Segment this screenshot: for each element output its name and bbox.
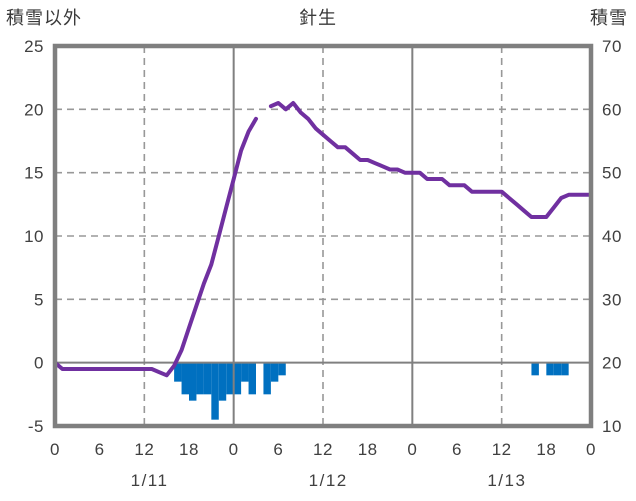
solid-axis-lines — [55, 46, 591, 426]
x-axis-tick-label: 0 — [407, 440, 417, 459]
x-axis-date-label: 1/12 — [309, 471, 348, 490]
left-axis-tick-label: 10 — [24, 227, 44, 246]
bar — [270, 362, 279, 382]
chart-title: 針生 — [299, 8, 337, 28]
bar — [241, 362, 249, 382]
x-axis-tick-label: 6 — [95, 440, 105, 459]
bar — [278, 362, 286, 376]
bar — [174, 362, 182, 382]
left-axis-tick-label: 20 — [24, 100, 44, 119]
right-axis-tick-label: 40 — [602, 227, 622, 246]
left-axis-tick-label: 15 — [24, 164, 44, 183]
x-axis-tick-label: 18 — [358, 440, 378, 459]
left-axis-title: 積雪以外 — [6, 8, 82, 28]
left-axis-tick-label: 5 — [34, 290, 44, 309]
x-axis-tick-label: 0 — [229, 440, 239, 459]
right-axis-tick-label: 70 — [602, 37, 622, 56]
right-axis-tick-label: 10 — [602, 417, 622, 436]
x-axis-tick-label: 12 — [313, 440, 333, 459]
right-axis-tick-label: 60 — [602, 100, 622, 119]
left-axis-tick-label: 0 — [34, 354, 44, 373]
bar — [189, 362, 197, 401]
bar — [211, 362, 219, 420]
right-axis-tick-label: 30 — [602, 290, 622, 309]
snow-depth-line — [53, 101, 593, 378]
x-axis-tick-label: 12 — [134, 440, 154, 459]
bar — [203, 362, 212, 395]
bar — [248, 362, 256, 395]
bar — [561, 362, 569, 376]
bar — [263, 362, 271, 395]
x-axis-tick-label: 6 — [452, 440, 462, 459]
x-axis-tick-label: 18 — [179, 440, 199, 459]
line-segment — [53, 116, 258, 378]
right-axis-title: 積雪 — [590, 8, 628, 28]
bar — [226, 362, 234, 395]
bar — [218, 362, 227, 401]
bar — [546, 362, 554, 376]
x-axis-tick-label: 0 — [50, 440, 60, 459]
x-axis-tick-label: 6 — [273, 440, 283, 459]
bar — [181, 362, 189, 395]
left-axis-tick-label: 25 — [24, 37, 44, 56]
bar — [196, 362, 204, 395]
x-axis-date-label: 1/11 — [131, 471, 169, 490]
x-axis-date-label: 1/13 — [487, 471, 526, 490]
bar — [553, 362, 562, 376]
bar — [233, 362, 242, 395]
x-axis-tick-label: 12 — [492, 440, 512, 459]
bars-series — [174, 362, 569, 420]
plot-frame — [52, 43, 594, 429]
line-segment — [268, 101, 593, 219]
bar — [531, 362, 539, 376]
left-axis-tick-label: -5 — [28, 417, 44, 436]
right-axis-tick-label: 20 — [602, 354, 622, 373]
x-axis-tick-label: 0 — [586, 440, 596, 459]
x-axis-tick-label: 18 — [536, 440, 556, 459]
right-axis-tick-label: 50 — [602, 164, 622, 183]
